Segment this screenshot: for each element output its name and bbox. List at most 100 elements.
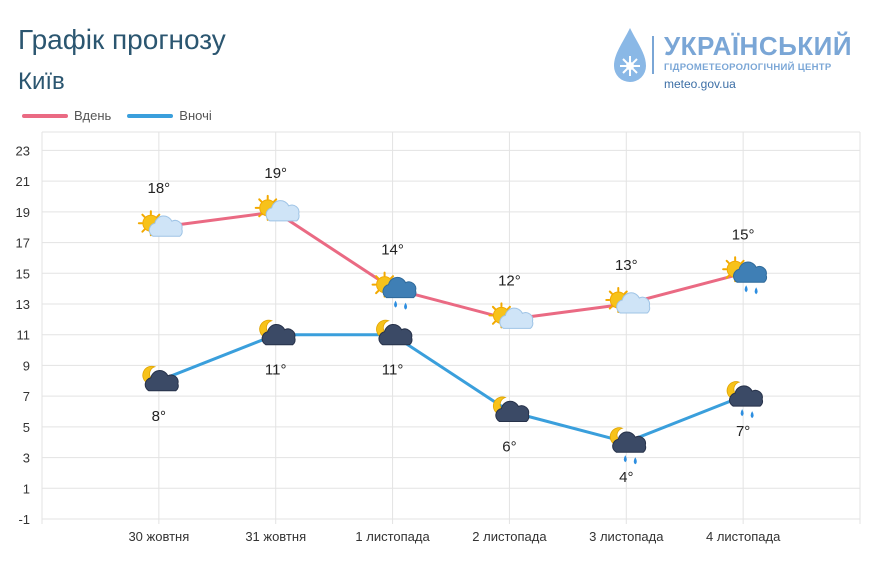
rain-drop — [744, 285, 748, 293]
night-temp-label: 11° — [265, 362, 287, 379]
rain-drop — [750, 411, 754, 419]
sun-ray — [506, 305, 511, 310]
logo-subtitle: ГІДРОМЕТЕОРОЛОГІЧНИЙ ЦЕНТР — [664, 62, 832, 73]
day-temp-label: 15° — [732, 226, 755, 243]
rain-drop — [740, 409, 744, 417]
rain-drop — [404, 302, 408, 310]
y-tick-label: 15 — [16, 266, 30, 281]
cloud-shape — [144, 370, 179, 392]
day-temp-label: 14° — [381, 242, 404, 259]
moon-cloud-icon — [492, 396, 530, 422]
cloud-shape — [616, 292, 651, 314]
cloud-shape — [265, 200, 300, 222]
sun-ray — [608, 290, 613, 295]
cloud-shape — [612, 431, 647, 453]
logo-name: УКРАЇНСЬКИЙ — [664, 31, 853, 61]
y-tick-label: 17 — [16, 236, 30, 251]
sun-ray — [491, 305, 497, 310]
x-tick-label: 31 жовтня — [245, 529, 306, 544]
x-tick-label: 4 листопада — [706, 529, 781, 544]
logo-site: meteo.gov.ua — [664, 77, 736, 91]
cloud-shape — [382, 276, 417, 299]
x-tick-label: 1 листопада — [355, 529, 430, 544]
day-temp-label: 12° — [498, 272, 521, 289]
y-tick-label: 3 — [23, 451, 30, 466]
sun-ray — [258, 213, 263, 218]
logo-text: УКРАЇНСЬКИЙ ГІДРОМЕТЕОРОЛОГІЧНИЙ ЦЕНТР m… — [664, 32, 852, 91]
cloud-shape — [495, 400, 530, 422]
water-drop-icon — [614, 28, 646, 82]
day-series-line — [158, 210, 744, 321]
legend: Вдень Вночі — [22, 108, 212, 123]
sun-cloud-icon — [488, 302, 534, 329]
y-tick-label: 7 — [23, 389, 30, 404]
sun-cloud-icon — [137, 210, 183, 237]
night-series-line — [158, 333, 744, 444]
cloud-shape — [729, 385, 764, 407]
cloud-shape — [733, 261, 768, 283]
moon-cloud-icon — [376, 319, 413, 346]
sun-ray — [608, 305, 613, 310]
night-temp-label: 6° — [502, 439, 516, 456]
y-tick-label: 21 — [16, 174, 30, 189]
sun-ray — [273, 198, 278, 203]
rain-drop — [633, 457, 637, 465]
day-temp-label: 19° — [264, 165, 287, 182]
y-tick-label: -1 — [18, 512, 30, 527]
moon-rain-icon — [609, 427, 647, 465]
moon-rain-icon — [726, 381, 764, 419]
moon-cloud-icon — [259, 319, 296, 346]
y-tick-label: 19 — [16, 205, 30, 220]
cloud-shape — [148, 215, 183, 237]
cloud-shape — [499, 307, 534, 329]
moon-cloud-icon — [142, 365, 179, 392]
sun-rain-icon — [371, 271, 417, 310]
sun-cloud-icon — [254, 194, 300, 222]
rain-drop — [754, 287, 758, 295]
chart-title: Графік прогнозу — [18, 24, 226, 55]
cloud-shape — [378, 324, 413, 346]
x-tick-label: 3 листопада — [589, 529, 664, 544]
night-temp-label: 7° — [736, 423, 750, 440]
night-temp-label: 4° — [619, 469, 633, 486]
day-temp-label: 13° — [615, 257, 638, 274]
day-temp-label: 18° — [148, 180, 171, 197]
legend-night-swatch — [127, 113, 174, 118]
rain-drop — [623, 455, 627, 463]
sun-ray — [725, 274, 730, 279]
x-tick-label: 30 жовтня — [128, 529, 189, 544]
city-name: Київ — [18, 68, 65, 95]
y-tick-label: 13 — [16, 297, 30, 312]
logo-divider — [652, 36, 654, 74]
y-tick-label: 5 — [23, 420, 30, 435]
legend-day-swatch — [22, 113, 68, 118]
sun-ray — [141, 228, 146, 233]
sun-ray — [375, 275, 380, 280]
legend-item-night[interactable]: Вночі — [127, 108, 212, 123]
sun-ray — [389, 275, 395, 280]
ukrhydromet-logo[interactable]: УКРАЇНСЬКИЙ ГІДРОМЕТЕОРОЛОГІЧНИЙ ЦЕНТР m… — [612, 24, 862, 96]
y-tick-label: 23 — [16, 143, 30, 158]
night-temp-label: 8° — [152, 408, 166, 425]
legend-night-label: Вночі — [179, 108, 212, 123]
sun-ray — [258, 198, 263, 203]
rain-drop — [394, 300, 398, 308]
night-temp-label: 11° — [382, 362, 404, 379]
sun-ray — [740, 259, 745, 264]
x-tick-label: 2 листопада — [472, 529, 547, 544]
sun-ray — [375, 290, 380, 295]
cloud-shape — [261, 324, 296, 346]
y-tick-label: 1 — [23, 481, 30, 496]
y-tick-label: 11 — [17, 328, 31, 343]
sun-cloud-icon — [605, 287, 651, 314]
sun-ray — [725, 259, 730, 264]
legend-day-label: Вдень — [74, 108, 112, 123]
legend-item-day[interactable]: Вдень — [22, 108, 111, 123]
sun-ray — [623, 290, 628, 295]
sun-rain-icon — [722, 256, 768, 295]
sun-ray — [491, 320, 497, 325]
sun-ray — [156, 213, 161, 218]
y-tick-label: 9 — [23, 358, 30, 373]
sun-ray — [141, 213, 146, 218]
